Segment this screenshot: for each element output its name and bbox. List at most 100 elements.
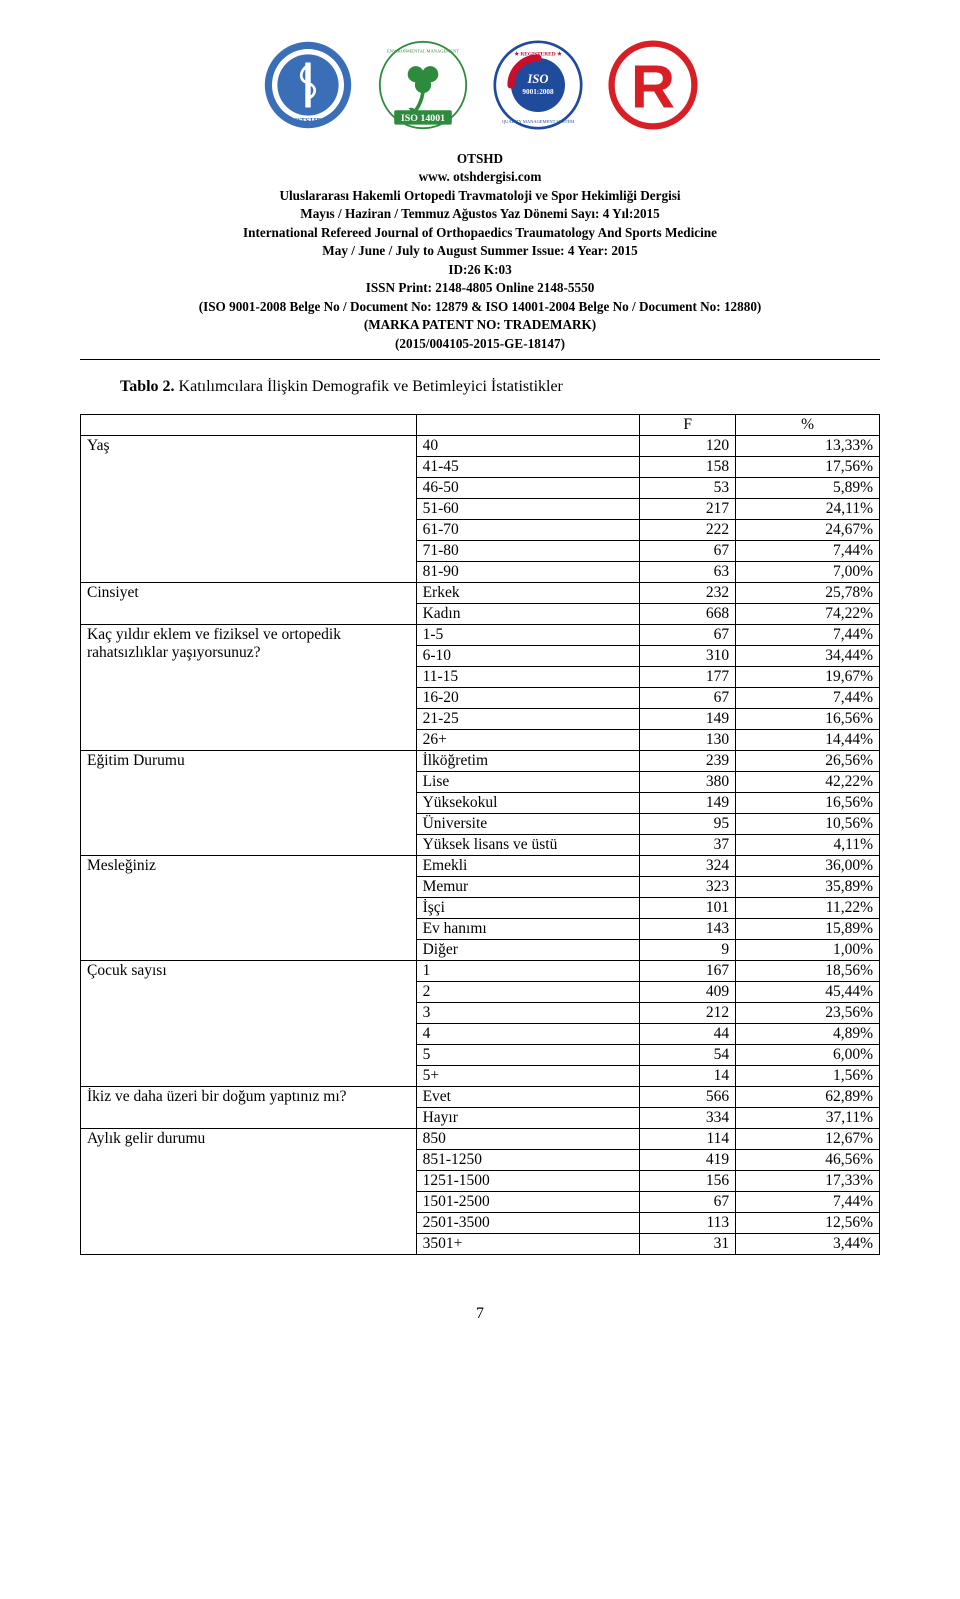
frequency-cell: 113 (640, 1213, 736, 1234)
category-cell: 26+ (416, 730, 640, 751)
category-cell: 61-70 (416, 520, 640, 541)
percent-cell: 16,56% (736, 709, 880, 730)
header-f: F (640, 415, 736, 436)
percent-cell: 4,11% (736, 835, 880, 856)
category-cell: Evet (416, 1087, 640, 1108)
category-cell: Lise (416, 772, 640, 793)
frequency-cell: 167 (640, 961, 736, 982)
header-line1: Uluslararası Hakemli Ortopedi Travmatolo… (80, 187, 880, 205)
category-cell: Erkek (416, 583, 640, 604)
registered-trademark-logo: R (608, 40, 698, 130)
svg-text:QUALITY MANAGEMENT SYSTEM: QUALITY MANAGEMENT SYSTEM (501, 119, 573, 124)
frequency-cell: 54 (640, 1045, 736, 1066)
percent-cell: 7,44% (736, 1192, 880, 1213)
category-cell: 41-45 (416, 457, 640, 478)
table-header-row: F% (81, 415, 880, 436)
frequency-cell: 324 (640, 856, 736, 877)
header-line3: International Refereed Journal of Orthop… (80, 224, 880, 242)
percent-cell: 34,44% (736, 646, 880, 667)
percent-cell: 7,44% (736, 625, 880, 646)
percent-cell: 45,44% (736, 982, 880, 1003)
category-cell: 71-80 (416, 541, 640, 562)
category-cell: 6-10 (416, 646, 640, 667)
table-caption: Tablo 2. Katılımcılara İlişkin Demografi… (80, 378, 880, 396)
frequency-cell: 67 (640, 1192, 736, 1213)
frequency-cell: 149 (640, 793, 736, 814)
frequency-cell: 130 (640, 730, 736, 751)
frequency-cell: 101 (640, 898, 736, 919)
category-cell: 2 (416, 982, 640, 1003)
header-line2: Mayıs / Haziran / Temmuz Ağustos Yaz Dön… (80, 205, 880, 223)
table-row: İkiz ve daha üzeri bir doğum yaptınız mı… (81, 1087, 880, 1108)
percent-cell: 18,56% (736, 961, 880, 982)
svg-text:•OTSHD•: •OTSHD• (291, 117, 325, 126)
header-line4: May / June / July to August Summer Issue… (80, 242, 880, 260)
category-cell: 1251-1500 (416, 1171, 640, 1192)
frequency-cell: 310 (640, 646, 736, 667)
percent-cell: 3,44% (736, 1234, 880, 1255)
category-cell: Emekli (416, 856, 640, 877)
category-cell: 4 (416, 1024, 640, 1045)
percent-cell: 26,56% (736, 751, 880, 772)
table-row: Kaç yıldır eklem ve fiziksel ve ortopedi… (81, 625, 880, 646)
frequency-cell: 668 (640, 604, 736, 625)
percent-cell: 7,44% (736, 541, 880, 562)
percent-cell: 23,56% (736, 1003, 880, 1024)
percent-cell: 24,11% (736, 499, 880, 520)
percent-cell: 36,00% (736, 856, 880, 877)
frequency-cell: 222 (640, 520, 736, 541)
header-blank-group (81, 415, 417, 436)
frequency-cell: 177 (640, 667, 736, 688)
table-row: MesleğinizEmekli32436,00% (81, 856, 880, 877)
percent-cell: 74,22% (736, 604, 880, 625)
category-cell: 1 (416, 961, 640, 982)
svg-text:R: R (630, 53, 674, 121)
frequency-cell: 67 (640, 688, 736, 709)
frequency-cell: 44 (640, 1024, 736, 1045)
demographics-table: F%Yaş4012013,33%41-4515817,56%46-50535,8… (80, 414, 880, 1255)
header-issn: ISSN Print: 2148-4805 Online 2148-5550 (80, 279, 880, 297)
category-cell: 850 (416, 1129, 640, 1150)
header-iso: (ISO 9001-2008 Belge No / Document No: 1… (80, 298, 880, 316)
category-cell: 16-20 (416, 688, 640, 709)
category-cell: Memur (416, 877, 640, 898)
percent-cell: 46,56% (736, 1150, 880, 1171)
group-label: Eğitim Durumu (81, 751, 417, 856)
otshd-logo: •OTSHD• (263, 40, 353, 130)
category-cell: 3501+ (416, 1234, 640, 1255)
category-cell: Yüksek lisans ve üstü (416, 835, 640, 856)
frequency-cell: 323 (640, 877, 736, 898)
percent-cell: 1,56% (736, 1066, 880, 1087)
category-cell: İlköğretim (416, 751, 640, 772)
percent-cell: 16,56% (736, 793, 880, 814)
frequency-cell: 120 (640, 436, 736, 457)
category-cell: 2501-3500 (416, 1213, 640, 1234)
table-row: CinsiyetErkek23225,78% (81, 583, 880, 604)
table-row: Aylık gelir durumu85011412,67% (81, 1129, 880, 1150)
category-cell: Yüksekokul (416, 793, 640, 814)
frequency-cell: 566 (640, 1087, 736, 1108)
frequency-cell: 419 (640, 1150, 736, 1171)
percent-cell: 19,67% (736, 667, 880, 688)
category-cell: 5+ (416, 1066, 640, 1087)
frequency-cell: 63 (640, 562, 736, 583)
frequency-cell: 53 (640, 478, 736, 499)
percent-cell: 17,56% (736, 457, 880, 478)
category-cell: İşçi (416, 898, 640, 919)
category-cell: 21-25 (416, 709, 640, 730)
percent-cell: 12,56% (736, 1213, 880, 1234)
percent-cell: 17,33% (736, 1171, 880, 1192)
group-label: Cinsiyet (81, 583, 417, 625)
percent-cell: 1,00% (736, 940, 880, 961)
page-number: 7 (80, 1305, 880, 1323)
logo-row: •OTSHD• ISO 14001 ENVIRONMENTAL MANAGEME… (80, 40, 880, 130)
svg-text:9001:2008: 9001:2008 (522, 88, 554, 96)
category-cell: 1501-2500 (416, 1192, 640, 1213)
frequency-cell: 334 (640, 1108, 736, 1129)
percent-cell: 11,22% (736, 898, 880, 919)
group-label: Çocuk sayısı (81, 961, 417, 1087)
frequency-cell: 149 (640, 709, 736, 730)
frequency-cell: 31 (640, 1234, 736, 1255)
frequency-cell: 67 (640, 625, 736, 646)
percent-cell: 10,56% (736, 814, 880, 835)
